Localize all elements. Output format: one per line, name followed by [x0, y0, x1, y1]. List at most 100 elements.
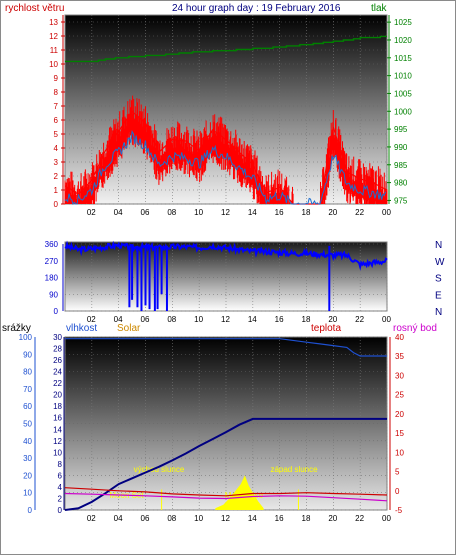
direction-tick-label: 06: [141, 315, 150, 324]
humidity-tick-label: 06: [141, 514, 150, 523]
sun-moon-annotation: Moon Rise: [225, 491, 264, 500]
wind-tick-label: 16: [275, 208, 284, 217]
direction-tick-label: 22: [355, 315, 364, 324]
direction-tick-label: 18: [302, 315, 311, 324]
temp-series: [64, 487, 388, 497]
temp-axis-tick-label: 5: [395, 468, 400, 477]
humidity-axis-tick-label: 60: [23, 402, 32, 411]
wind-axis-tick-label: 8: [54, 88, 59, 97]
wind-axis-tick-label: 13: [49, 18, 58, 27]
wind-axis-tick-label: 1: [54, 186, 59, 195]
rain-axis-tick-label: 20: [53, 391, 62, 400]
rain-axis-tick-label: 28: [53, 345, 62, 354]
humidity-tick-label: 02: [87, 514, 96, 523]
rain-axis-tick-label: 18: [53, 402, 62, 411]
pressure-axis-tick-label: 1025: [394, 18, 412, 27]
humidity-tick-label: 10: [194, 514, 203, 523]
temp-axis-tick-label: 25: [395, 391, 404, 400]
direction-cardinal-label: N: [435, 240, 442, 251]
direction-axis-tick-label: 90: [49, 290, 58, 299]
rain-axis-tick-label: 22: [53, 379, 62, 388]
wind-axis-tick-label: 12: [49, 32, 58, 41]
direction-axis-tick-label: 360: [45, 240, 59, 249]
direction-tick-label: 00: [382, 315, 391, 324]
humidity-tick-label: 14: [248, 514, 257, 523]
humidity-tick-label: 12: [221, 514, 230, 523]
wind-gust-line: [64, 110, 388, 205]
wind-tick-label: 14: [248, 208, 257, 217]
pressure-axis-tick-label: 990: [394, 143, 408, 152]
wind-tick-label: 12: [221, 208, 230, 217]
pressure-axis-tick-label: 995: [394, 125, 408, 134]
wind-avg-series: [64, 129, 387, 206]
rain-axis-tick-label: 6: [58, 471, 63, 480]
direction-axis-tick-label: 270: [45, 257, 59, 266]
pressure-series: [65, 35, 387, 63]
humidity-series: [65, 338, 387, 357]
direction-cardinal-label: W: [435, 257, 445, 268]
pressure-axis-tick-label: 985: [394, 161, 408, 170]
direction-series: [64, 240, 388, 271]
humidity-axis-tick-label: 100: [19, 333, 33, 342]
wind-tick-label: 22: [355, 208, 364, 217]
humidity-axis-tick-label: 50: [23, 420, 32, 429]
pressure-axis-tick-label: 1020: [394, 36, 412, 45]
direction-tick-label: 10: [194, 315, 203, 324]
wind-tick-label: 04: [114, 208, 123, 217]
humidity-axis-tick-label: 10: [23, 489, 32, 498]
pressure-axis-tick-label: 1015: [394, 54, 412, 63]
humidity-tick-label: 20: [328, 514, 337, 523]
wind-tick-label: 06: [141, 208, 150, 217]
pressure-axis-tick-label: 1010: [394, 72, 412, 81]
direction-tick-label: 02: [87, 315, 96, 324]
temp-axis-tick-label: 15: [395, 429, 404, 438]
temp-axis-tick-label: 40: [395, 333, 404, 342]
wind-tick-label: 08: [167, 208, 176, 217]
direction-tick-label: 08: [167, 315, 176, 324]
direction-axis-tick-label: 180: [45, 274, 59, 283]
temp-axis-label: teplota: [311, 323, 341, 334]
pressure-axis-tick-label: 975: [394, 196, 408, 205]
rain-axis-tick-label: 26: [53, 356, 62, 365]
rain-axis-tick-label: 12: [53, 437, 62, 446]
humidity-axis-tick-label: 40: [23, 437, 32, 446]
humidity-axis-tick-label: 20: [23, 471, 32, 480]
wind-axis-tick-label: 4: [54, 144, 59, 153]
wind-axis-tick-label: 3: [54, 158, 59, 167]
humidity-axis-tick-label: 70: [23, 385, 32, 394]
wind-axis-tick-label: 5: [54, 130, 59, 139]
rain-axis-tick-label: 24: [53, 368, 62, 377]
humidity-axis-tick-label: 80: [23, 368, 32, 377]
rain-axis-tick-label: 8: [58, 460, 63, 469]
direction-axis-tick-label: 0: [54, 307, 59, 316]
humidity-tick-label: 08: [167, 514, 176, 523]
direction-cardinal-label: E: [435, 290, 442, 301]
humidity-tick-label: 16: [275, 514, 284, 523]
temp-axis-tick-label: 0: [395, 487, 400, 496]
wind-tick-label: 20: [328, 208, 337, 217]
pressure-axis-tick-label: 1005: [394, 89, 412, 98]
direction-tick-label: 14: [248, 315, 257, 324]
rain-axis-tick-label: 0: [58, 506, 63, 515]
rain-axis-tick-label: 4: [58, 483, 63, 492]
humidity-axis-tick-label: 90: [23, 350, 32, 359]
wind-axis-tick-label: 10: [49, 60, 58, 69]
humidity-tick-label: 00: [382, 514, 391, 523]
right-axis-label: tlak: [371, 3, 388, 14]
rain-axis-label: srážky: [2, 323, 31, 334]
temp-axis-tick-label: 10: [395, 448, 404, 457]
chart-title: 24 hour graph day : 19 February 2016: [172, 3, 341, 14]
temp-axis-tick-label: 20: [395, 410, 404, 419]
rain-axis-tick-label: 10: [53, 448, 62, 457]
wind-axis-tick-label: 9: [54, 74, 59, 83]
humidity-tick-label: 18: [302, 514, 311, 523]
rain-axis-tick-label: 14: [53, 425, 62, 434]
solar-label: Solar: [117, 323, 141, 334]
pressure-axis-tick-label: 1000: [394, 107, 412, 116]
humidity-axis-tick-label: 0: [28, 506, 33, 515]
wind-axis-tick-label: 6: [54, 116, 59, 125]
rain-series: [64, 417, 387, 511]
humidity-axis-label: vlhkost: [66, 323, 97, 334]
wind-axis-tick-label: 7: [54, 102, 59, 111]
